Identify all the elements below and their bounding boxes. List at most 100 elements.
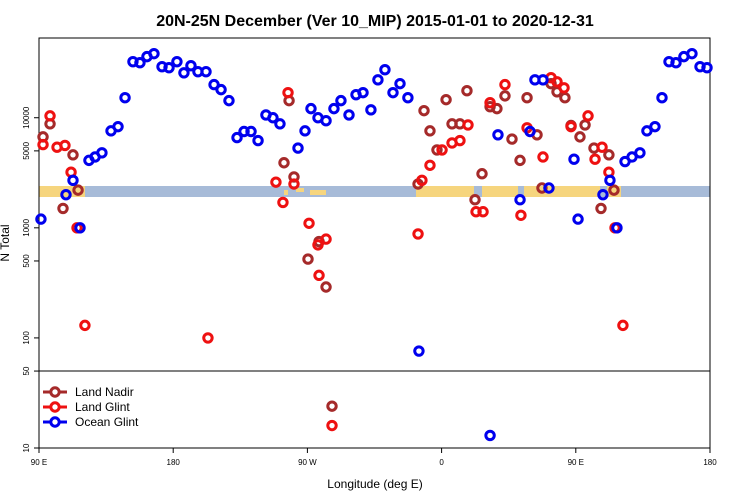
point xyxy=(185,59,197,72)
x-tick-label: 180 xyxy=(703,458,717,467)
x-tick-label: 90 W xyxy=(298,458,317,467)
point xyxy=(231,131,243,144)
point xyxy=(413,345,425,357)
point xyxy=(67,149,79,161)
point xyxy=(589,153,601,165)
point xyxy=(343,109,355,121)
y-tick-label: 5000 xyxy=(22,141,31,159)
point xyxy=(572,213,584,225)
point xyxy=(326,400,338,412)
point xyxy=(558,82,570,94)
point xyxy=(320,281,332,293)
point xyxy=(537,74,549,86)
point xyxy=(335,94,347,107)
point xyxy=(492,129,504,141)
point xyxy=(320,114,332,127)
point xyxy=(74,222,86,234)
point xyxy=(595,202,607,215)
point xyxy=(79,319,91,332)
point xyxy=(416,174,428,187)
point xyxy=(267,112,279,124)
point xyxy=(604,174,616,187)
point xyxy=(565,120,577,133)
point xyxy=(412,228,424,240)
point xyxy=(649,120,661,133)
point xyxy=(574,131,586,143)
point xyxy=(305,102,317,115)
point xyxy=(670,57,682,69)
y-tick-label: 1000 xyxy=(22,218,31,236)
point xyxy=(72,184,84,196)
legend-marker xyxy=(49,416,61,428)
point xyxy=(524,125,536,138)
point xyxy=(686,47,698,60)
legend-label: Ocean Glint xyxy=(75,415,139,429)
x-axis-label: Longitude (deg E) xyxy=(327,477,422,491)
point xyxy=(313,269,325,282)
point xyxy=(634,147,646,159)
point xyxy=(163,61,175,74)
point xyxy=(119,92,131,104)
point xyxy=(514,154,526,167)
point xyxy=(215,83,227,96)
point xyxy=(326,419,338,432)
point xyxy=(365,104,377,116)
point xyxy=(543,182,555,194)
point xyxy=(44,110,56,122)
point xyxy=(67,174,79,187)
point xyxy=(202,332,214,344)
point xyxy=(328,102,340,115)
point xyxy=(282,86,294,99)
plot-frame xyxy=(38,37,711,449)
point xyxy=(608,184,620,196)
point xyxy=(277,196,289,209)
point xyxy=(387,86,399,99)
point xyxy=(521,92,533,104)
point xyxy=(424,159,436,171)
series xyxy=(35,47,713,442)
point xyxy=(245,125,257,138)
point xyxy=(462,119,474,131)
point xyxy=(515,209,527,221)
point xyxy=(611,222,623,234)
point xyxy=(312,239,324,251)
point xyxy=(506,133,518,145)
legend-marker xyxy=(49,386,61,398)
x-tick-label: 180 xyxy=(167,458,181,467)
point xyxy=(568,153,580,165)
point xyxy=(171,55,183,68)
x-tick-label: 90 E xyxy=(568,458,584,467)
point xyxy=(440,93,452,106)
point xyxy=(641,125,653,137)
point xyxy=(701,61,713,74)
point xyxy=(402,92,414,104)
point xyxy=(208,78,220,91)
chart-title: 20N-25N December (Ver 10_MIP) 2015-01-01… xyxy=(156,13,594,30)
point xyxy=(270,176,282,188)
point xyxy=(357,86,369,99)
y-tick-label: 10000 xyxy=(22,106,31,129)
point xyxy=(278,157,290,169)
series xyxy=(37,72,629,432)
point xyxy=(178,67,190,79)
point xyxy=(431,144,443,156)
point xyxy=(372,74,384,86)
y-tick-label: 100 xyxy=(22,331,31,345)
point xyxy=(559,92,571,104)
x-tick-label: 0 xyxy=(439,458,444,467)
legend-label: Land Glint xyxy=(75,400,130,414)
point xyxy=(292,142,304,154)
point xyxy=(274,118,286,130)
point xyxy=(514,194,526,206)
point xyxy=(303,217,315,229)
point xyxy=(499,78,511,91)
point xyxy=(60,188,72,201)
y-tick-label: 10 xyxy=(22,443,31,452)
point xyxy=(461,85,473,97)
point xyxy=(394,77,406,90)
point xyxy=(537,151,549,163)
point xyxy=(484,96,496,109)
x-tick-label: 90 E xyxy=(31,458,47,467)
point xyxy=(59,139,71,152)
